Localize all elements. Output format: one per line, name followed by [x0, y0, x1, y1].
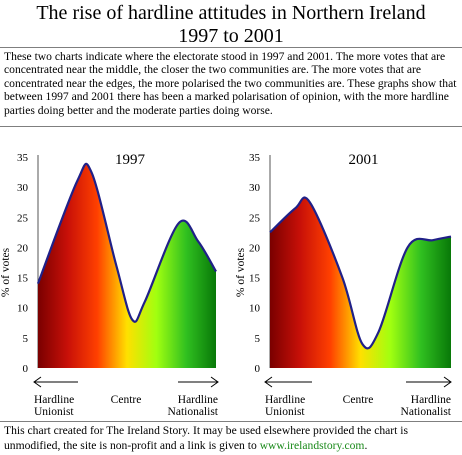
x-label-left: Hardline	[34, 394, 74, 406]
y-tick-label: 0	[255, 363, 261, 375]
title-line-2: 1997 to 2001	[178, 25, 284, 47]
page-title: The rise of hardline attitudes in Northe…	[0, 2, 462, 48]
x-label-right: Nationalist	[401, 406, 452, 418]
title-line-1: The rise of hardline attitudes in Northe…	[36, 2, 426, 24]
arrow-left	[264, 376, 312, 388]
x-label-left: Unionist	[265, 406, 305, 418]
y-tick-label: 15	[17, 273, 29, 285]
y-tick-label: 10	[17, 303, 29, 315]
y-tick-label: 25	[249, 212, 261, 224]
y-tick-label: 30	[249, 182, 261, 194]
footer-end: .	[364, 439, 368, 452]
footer-text: This chart created for The Ireland Story…	[4, 424, 409, 452]
chart-title: 2001	[349, 152, 379, 168]
y-tick-label: 10	[249, 303, 261, 315]
intro-text: These two charts indicate where the elec…	[4, 50, 457, 117]
y-tick-label: 15	[249, 273, 261, 285]
area-curve	[269, 196, 452, 350]
footer-credit: This chart created for The Ireland Story…	[4, 423, 460, 453]
x-label-left: Hardline	[265, 394, 305, 406]
y-tick-label: 35	[249, 152, 261, 164]
y-tick-label: 5	[23, 333, 29, 345]
divider-bottom	[0, 421, 462, 422]
area-fill	[38, 163, 216, 368]
x-label-right: Hardline	[178, 394, 218, 406]
arrow-left	[33, 376, 78, 388]
y-tick-label: 25	[17, 212, 29, 224]
divider-middle	[0, 126, 462, 127]
area-fill	[270, 197, 451, 368]
footer-link[interactable]: www.irelandstory.com	[259, 439, 365, 452]
arrow-right	[406, 376, 452, 388]
chart-title: 1997	[115, 152, 146, 168]
divider-top	[0, 47, 462, 48]
y-axis-label: % of votes	[0, 247, 12, 297]
x-label-right: Nationalist	[168, 406, 219, 418]
y-axis-label: % of votes	[235, 247, 247, 297]
x-label-centre: Centre	[343, 394, 374, 406]
y-tick-label: 5	[255, 333, 261, 345]
y-tick-label: 35	[17, 152, 29, 164]
x-label-centre: Centre	[111, 394, 142, 406]
x-label-right: Hardline	[411, 394, 451, 406]
y-tick-label: 0	[23, 363, 29, 375]
y-tick-label: 30	[17, 182, 29, 194]
y-tick-label: 20	[17, 242, 29, 254]
y-tick-label: 20	[249, 242, 261, 254]
area-curve	[36, 162, 217, 323]
arrow-right	[178, 376, 219, 388]
x-label-left: Unionist	[34, 406, 74, 418]
